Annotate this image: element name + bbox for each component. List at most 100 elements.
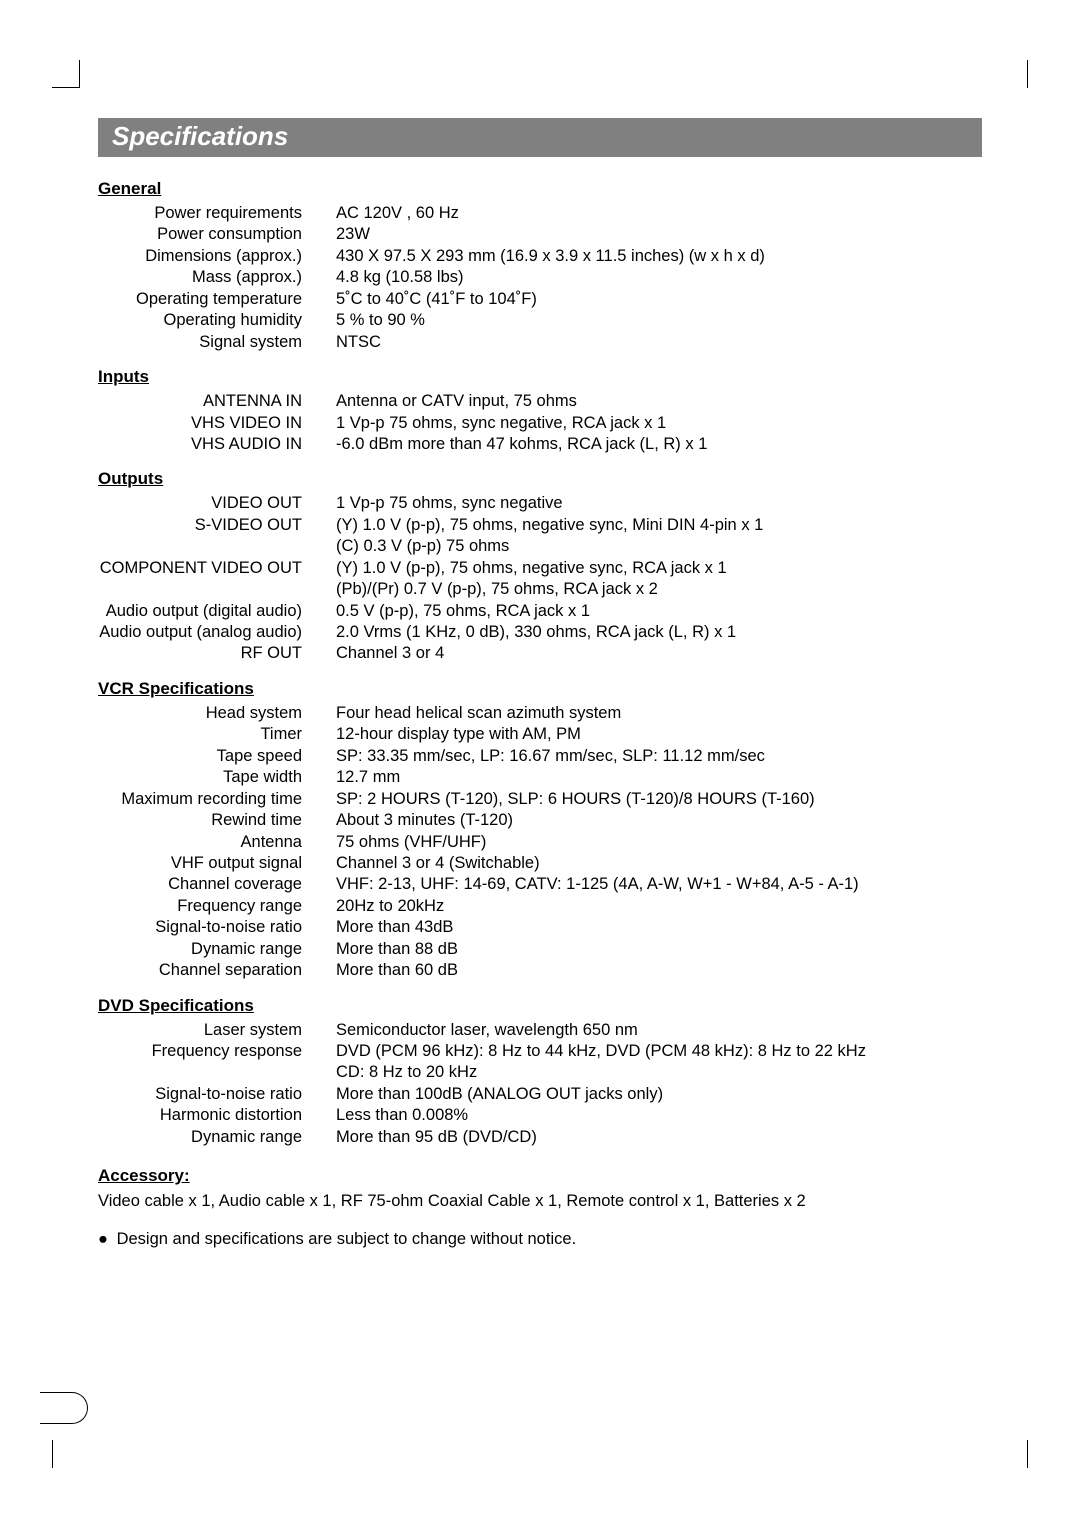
spec-row: CD: 8 Hz to 20 kHz xyxy=(98,1062,982,1083)
spec-value: AC 120V , 60 Hz xyxy=(336,203,982,224)
spec-value: (Y) 1.0 V (p-p), 75 ohms, negative sync,… xyxy=(336,558,982,579)
spec-label: Audio output (digital audio) xyxy=(98,601,336,622)
spec-value: Channel 3 or 4 xyxy=(336,643,982,664)
spec-value: 20Hz to 20kHz xyxy=(336,896,982,917)
spec-label: VHS AUDIO IN xyxy=(98,434,336,455)
spec-row: ANTENNA INAntenna or CATV input, 75 ohms xyxy=(98,391,982,412)
spec-label: Frequency range xyxy=(98,896,336,917)
page-title: Specifications xyxy=(112,121,968,152)
footnote-text: Design and specifications are subject to… xyxy=(117,1230,577,1248)
spec-label: RF OUT xyxy=(98,643,336,664)
spec-label: Dimensions (approx.) xyxy=(98,246,336,267)
spec-value: 5 % to 90 % xyxy=(336,310,982,331)
spec-label: Rewind time xyxy=(98,810,336,831)
spec-row: Power consumption23W xyxy=(98,224,982,245)
spec-block-inputs: ANTENNA INAntenna or CATV input, 75 ohms… xyxy=(98,391,982,455)
spec-value: 430 X 97.5 X 293 mm (16.9 x 3.9 x 11.5 i… xyxy=(336,246,982,267)
bullet-icon: ● xyxy=(98,1230,112,1249)
spec-value: 1 Vp-p 75 ohms, sync negative xyxy=(336,493,982,514)
spec-value: 12.7 mm xyxy=(336,767,982,788)
spec-row: Harmonic distortionLess than 0.008% xyxy=(98,1105,982,1126)
spec-value: -6.0 dBm more than 47 kohms, RCA jack (L… xyxy=(336,434,982,455)
spec-label: Harmonic distortion xyxy=(98,1105,336,1126)
spec-row: Mass (approx.)4.8 kg (10.58 lbs) xyxy=(98,267,982,288)
spec-row: VHS VIDEO IN1 Vp-p 75 ohms, sync negativ… xyxy=(98,413,982,434)
spec-value: 12-hour display type with AM, PM xyxy=(336,724,982,745)
spec-value: 75 ohms (VHF/UHF) xyxy=(336,832,982,853)
spec-label: Power consumption xyxy=(98,224,336,245)
spec-row: Signal-to-noise ratioMore than 100dB (AN… xyxy=(98,1084,982,1105)
spec-row: Operating humidity5 % to 90 % xyxy=(98,310,982,331)
footnote: ● Design and specifications are subject … xyxy=(98,1230,982,1249)
spec-row: Frequency responseDVD (PCM 96 kHz): 8 Hz… xyxy=(98,1041,982,1062)
spec-label: COMPONENT VIDEO OUT xyxy=(98,558,336,579)
spec-row: S-VIDEO OUT(Y) 1.0 V (p-p), 75 ohms, neg… xyxy=(98,515,982,536)
spec-value: 5˚C to 40˚C (41˚F to 104˚F) xyxy=(336,289,982,310)
spec-label: Signal-to-noise ratio xyxy=(98,1084,336,1105)
spec-block-outputs: VIDEO OUT1 Vp-p 75 ohms, sync negativeS-… xyxy=(98,493,982,665)
spec-row: Audio output (analog audio)2.0 Vrms (1 K… xyxy=(98,622,982,643)
spec-value: (Y) 1.0 V (p-p), 75 ohms, negative sync,… xyxy=(336,515,982,536)
crop-mark-bl xyxy=(52,1440,53,1468)
spec-label: Signal system xyxy=(98,332,336,353)
spec-label: Laser system xyxy=(98,1020,336,1041)
spec-row: Dynamic rangeMore than 88 dB xyxy=(98,939,982,960)
spec-value: Less than 0.008% xyxy=(336,1105,982,1126)
spec-label: Power requirements xyxy=(98,203,336,224)
spec-row: VHS AUDIO IN-6.0 dBm more than 47 kohms,… xyxy=(98,434,982,455)
spec-row: VHF output signalChannel 3 or 4 (Switcha… xyxy=(98,853,982,874)
spec-value: 1 Vp-p 75 ohms, sync negative, RCA jack … xyxy=(336,413,982,434)
spec-value: 4.8 kg (10.58 lbs) xyxy=(336,267,982,288)
spec-value: Semiconductor laser, wavelength 650 nm xyxy=(336,1020,982,1041)
spec-value: More than 95 dB (DVD/CD) xyxy=(336,1127,982,1148)
spec-label: ANTENNA IN xyxy=(98,391,336,412)
spec-label: Head system xyxy=(98,703,336,724)
spec-row: Signal systemNTSC xyxy=(98,332,982,353)
spec-label xyxy=(98,1062,336,1083)
spec-block-dvd: Laser systemSemiconductor laser, wavelen… xyxy=(98,1020,982,1149)
spec-row: RF OUTChannel 3 or 4 xyxy=(98,643,982,664)
spec-row: Maximum recording timeSP: 2 HOURS (T-120… xyxy=(98,789,982,810)
spec-label: Timer xyxy=(98,724,336,745)
spec-label: Dynamic range xyxy=(98,939,336,960)
spec-label: VHF output signal xyxy=(98,853,336,874)
crop-mark-br xyxy=(1027,1440,1028,1468)
spec-value: Four head helical scan azimuth system xyxy=(336,703,982,724)
spec-label: Mass (approx.) xyxy=(98,267,336,288)
spec-row: Laser systemSemiconductor laser, wavelen… xyxy=(98,1020,982,1041)
spec-value: SP: 33.35 mm/sec, LP: 16.67 mm/sec, SLP:… xyxy=(336,746,982,767)
crop-mark-tr xyxy=(1027,60,1028,88)
spec-label: Operating temperature xyxy=(98,289,336,310)
spec-row: Dimensions (approx.)430 X 97.5 X 293 mm … xyxy=(98,246,982,267)
spec-row: COMPONENT VIDEO OUT(Y) 1.0 V (p-p), 75 o… xyxy=(98,558,982,579)
spec-value: More than 43dB xyxy=(336,917,982,938)
spec-value: 0.5 V (p-p), 75 ohms, RCA jack x 1 xyxy=(336,601,982,622)
section-heading-dvd: DVD Specifications xyxy=(98,996,982,1016)
section-heading-accessory: Accessory: xyxy=(98,1166,982,1186)
spec-label: Maximum recording time xyxy=(98,789,336,810)
spec-value: More than 100dB (ANALOG OUT jacks only) xyxy=(336,1084,982,1105)
spec-block-vcr: Head systemFour head helical scan azimut… xyxy=(98,703,982,982)
spec-row: Tape speedSP: 33.35 mm/sec, LP: 16.67 mm… xyxy=(98,746,982,767)
spec-label: Dynamic range xyxy=(98,1127,336,1148)
spec-value: (Pb)/(Pr) 0.7 V (p-p), 75 ohms, RCA jack… xyxy=(336,579,982,600)
spec-label: Channel coverage xyxy=(98,874,336,895)
spec-value: SP: 2 HOURS (T-120), SLP: 6 HOURS (T-120… xyxy=(336,789,982,810)
section-heading-outputs: Outputs xyxy=(98,469,982,489)
spec-row: Tape width12.7 mm xyxy=(98,767,982,788)
accessory-text: Video cable x 1, Audio cable x 1, RF 75-… xyxy=(98,1190,982,1212)
spec-row: Power requirementsAC 120V , 60 Hz xyxy=(98,203,982,224)
spec-label: Tape width xyxy=(98,767,336,788)
spec-label: S-VIDEO OUT xyxy=(98,515,336,536)
page-content: Specifications General Power requirement… xyxy=(98,118,982,1249)
spec-value: About 3 minutes (T-120) xyxy=(336,810,982,831)
spec-value: More than 60 dB xyxy=(336,960,982,981)
crop-mark-tl xyxy=(52,60,80,88)
spec-value: Channel 3 or 4 (Switchable) xyxy=(336,853,982,874)
spec-value: CD: 8 Hz to 20 kHz xyxy=(336,1062,982,1083)
spec-row: Antenna75 ohms (VHF/UHF) xyxy=(98,832,982,853)
spec-row: Timer12-hour display type with AM, PM xyxy=(98,724,982,745)
spec-row: VIDEO OUT1 Vp-p 75 ohms, sync negative xyxy=(98,493,982,514)
spec-row: Dynamic rangeMore than 95 dB (DVD/CD) xyxy=(98,1127,982,1148)
spec-value: VHF: 2-13, UHF: 14-69, CATV: 1-125 (4A, … xyxy=(336,874,982,895)
